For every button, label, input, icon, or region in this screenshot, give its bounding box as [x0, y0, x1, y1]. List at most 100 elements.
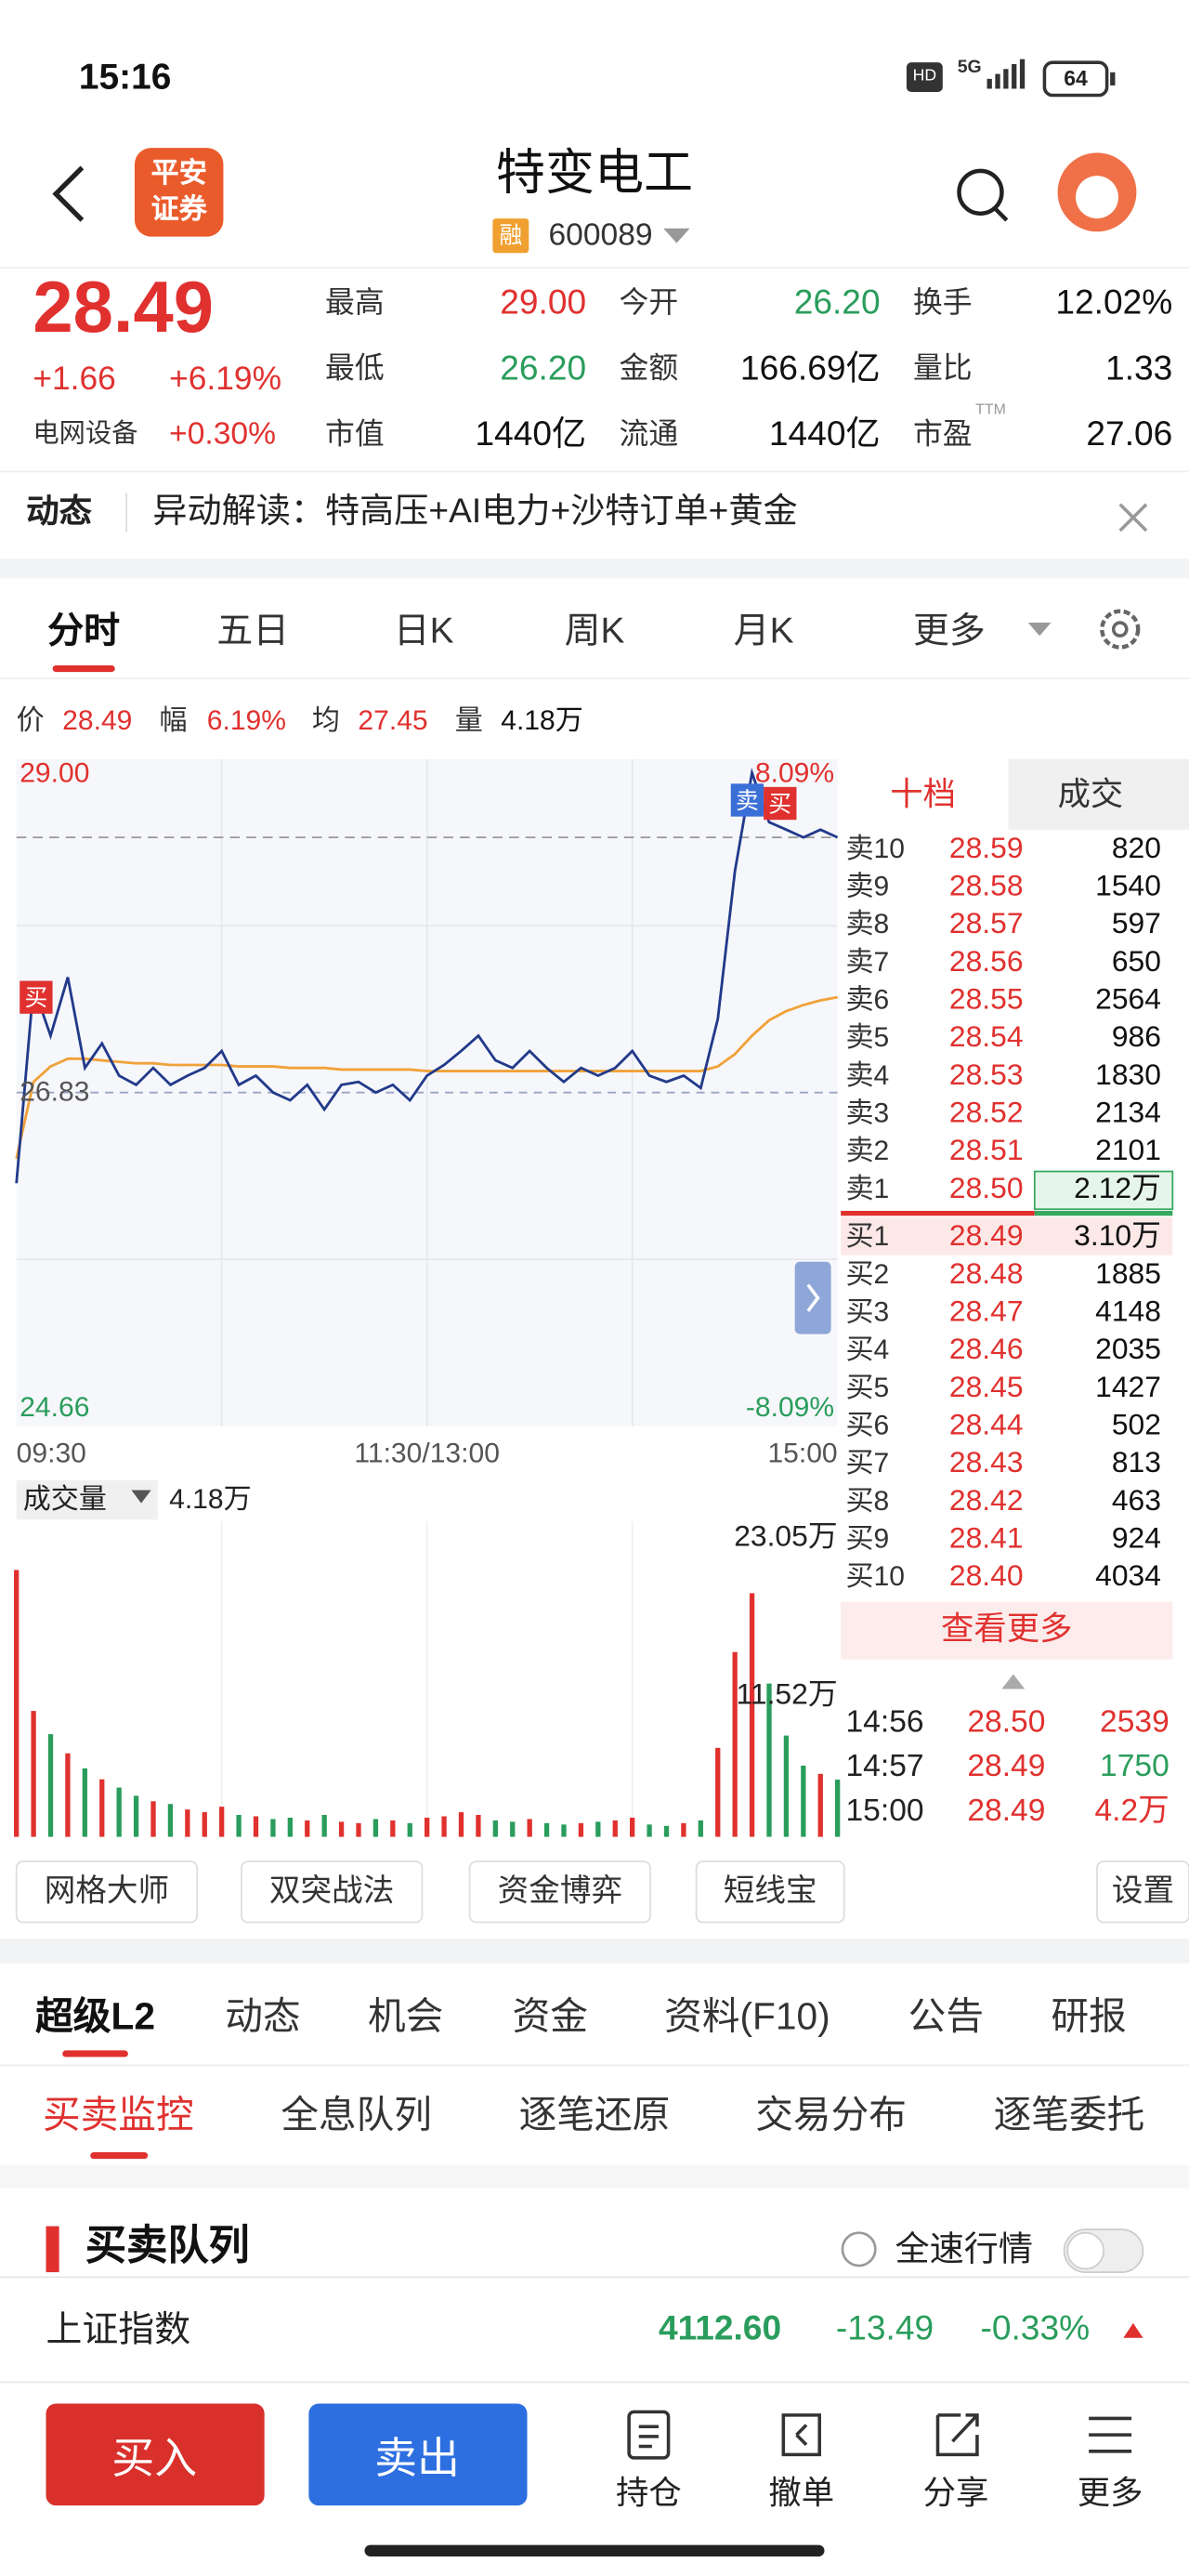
chart-tab[interactable]: 周K: [564, 609, 625, 651]
book-more[interactable]: 查看更多: [941, 1611, 1073, 1649]
book-price: 28.54: [948, 1020, 1024, 1054]
chart-tab[interactable]: 更多: [912, 609, 986, 651]
book-volume: 3.10万: [1074, 1219, 1161, 1253]
book-volume: 2134: [1095, 1096, 1161, 1130]
volume-bar: [116, 1787, 122, 1837]
volume-bar: [99, 1779, 105, 1837]
logo-text: 平安: [150, 157, 207, 190]
volume-bar: [321, 1815, 327, 1837]
section-tab[interactable]: 资金: [512, 1994, 588, 2038]
pe-note: TTM: [975, 400, 1006, 417]
buy-label[interactable]: 买入: [111, 2432, 198, 2483]
trade-price: 28.49: [967, 1794, 1046, 1829]
book-volume: 1885: [1095, 1257, 1161, 1291]
more-bg[interactable]: [841, 1601, 1173, 1660]
dropdown-icon[interactable]: [663, 228, 690, 243]
volume-bar: [612, 1820, 618, 1837]
book-volume: 2101: [1095, 1134, 1161, 1167]
sub-tab[interactable]: 逐笔委托: [993, 2093, 1145, 2136]
trade-price: 28.50: [967, 1704, 1046, 1740]
section-tab[interactable]: 公告: [908, 1994, 985, 2038]
sell-button[interactable]: [308, 2403, 528, 2506]
x-tick-label: 11:30/13:00: [354, 1438, 500, 1469]
section-tab[interactable]: 超级L2: [35, 1994, 155, 2038]
tool-settings[interactable]: 设置: [1111, 1873, 1175, 1909]
tool-button[interactable]: 短线宝: [723, 1873, 817, 1909]
sector-pct: +0.30%: [169, 416, 276, 452]
tool-button[interactable]: 资金博弈: [497, 1873, 623, 1909]
margin-tag: 融: [492, 218, 529, 254]
tool-button[interactable]: 双突战法: [268, 1873, 395, 1909]
book-price: 28.55: [948, 982, 1024, 1017]
book-label: 买10: [845, 1560, 906, 1593]
tool-button[interactable]: 网格大师: [44, 1873, 170, 1909]
back-icon[interactable]: [52, 165, 85, 222]
settings-icon[interactable]: [1100, 609, 1141, 650]
expand-icon[interactable]: [1123, 2322, 1143, 2338]
book-volume: 1540: [1095, 869, 1161, 903]
book-label: 买6: [845, 1410, 890, 1441]
volume-label-box[interactable]: [16, 1479, 158, 1520]
tool-buttons: [15, 1860, 1189, 1924]
sub-tab[interactable]: 逐笔还原: [518, 2093, 671, 2136]
collapse-icon[interactable]: [1001, 1674, 1026, 1689]
sell-label[interactable]: 卖出: [374, 2432, 461, 2483]
section-tab[interactable]: 动态: [225, 1994, 301, 2038]
stat-label: 最低: [325, 352, 385, 386]
action-label[interactable]: 分享: [922, 2476, 989, 2513]
queue-title: 买卖队列: [85, 2222, 250, 2268]
volume-bar: [270, 1819, 276, 1837]
buy-button[interactable]: [46, 2403, 265, 2506]
news-text[interactable]: 异动解读：特高压+AI电力+沙特订单+黄金: [152, 493, 798, 532]
trade-time: 14:56: [845, 1704, 924, 1740]
volume-label[interactable]: 成交量: [22, 1483, 107, 1516]
action-label[interactable]: 持仓: [615, 2476, 682, 2513]
average-line: [15, 995, 838, 1160]
volume-bar: [766, 1683, 772, 1837]
book-price: 28.42: [948, 1484, 1024, 1518]
volume-bar: [749, 1593, 755, 1837]
search-icon[interactable]: [957, 168, 1004, 217]
volume-bar: [715, 1747, 721, 1837]
book-price: 28.45: [948, 1371, 1024, 1404]
action-label[interactable]: 撤单: [768, 2476, 835, 2513]
section-tab[interactable]: 研报: [1051, 1994, 1127, 2038]
trade-time: 14:57: [845, 1749, 924, 1784]
volume-bar: [82, 1768, 87, 1837]
chart-tab[interactable]: 日K: [393, 609, 454, 651]
logo[interactable]: [134, 148, 224, 237]
volume-bar: [801, 1766, 806, 1837]
book-volume: 4034: [1095, 1559, 1161, 1593]
volume-tick-label: 11.52万: [736, 1677, 838, 1712]
expand-button[interactable]: [794, 1261, 831, 1334]
book-tab[interactable]: 十档: [890, 777, 956, 814]
section-tab[interactable]: 资料(F10): [664, 1994, 830, 2038]
dropdown-icon[interactable]: [1027, 623, 1052, 637]
info-icon[interactable]: [841, 2231, 877, 2267]
stat-label: 换手: [912, 286, 973, 320]
stat-label: 今开: [619, 286, 679, 320]
sub-tab[interactable]: 全息队列: [281, 2093, 432, 2136]
change-pct: +6.19%: [169, 361, 282, 398]
volume-bar: [425, 1817, 430, 1837]
book-volume: 1427: [1095, 1371, 1161, 1404]
expand-icon: [806, 1283, 820, 1312]
section-tab[interactable]: 机会: [368, 1994, 444, 2038]
book-volume: 2564: [1095, 982, 1161, 1017]
index-change: -13.49: [835, 2310, 934, 2348]
book-volume: 2.12万: [1074, 1172, 1161, 1205]
action-label[interactable]: 更多: [1077, 2476, 1143, 2513]
book-tab[interactable]: 成交: [1057, 777, 1124, 814]
volume-bar: [47, 1734, 54, 1837]
volume-bar: [31, 1711, 36, 1837]
chart-tab[interactable]: 分时: [47, 609, 121, 651]
chart-tab[interactable]: 五日: [216, 609, 290, 651]
chart-tab[interactable]: 月K: [733, 609, 794, 651]
price-line: [15, 768, 839, 1184]
close-icon[interactable]: [1118, 503, 1148, 532]
sub-tab[interactable]: 买卖监控: [42, 2093, 194, 2136]
news-label[interactable]: 动态: [26, 494, 93, 532]
index-name[interactable]: 上证指数: [46, 2307, 191, 2349]
volume-bar: [407, 1822, 412, 1837]
sub-tab[interactable]: 交易分布: [755, 2093, 907, 2136]
